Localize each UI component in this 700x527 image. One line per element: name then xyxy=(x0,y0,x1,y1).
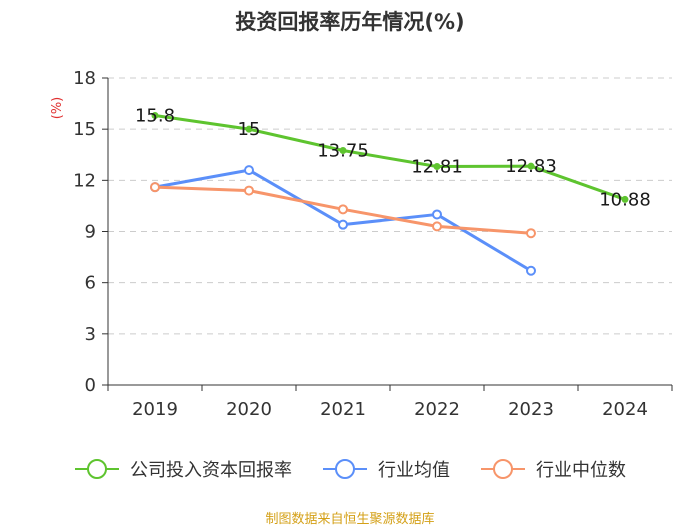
x-tick-label: 2024 xyxy=(602,399,648,420)
y-axis-label: (%) xyxy=(50,97,65,120)
data-label: 13.75 xyxy=(317,140,369,161)
data-point xyxy=(527,162,535,170)
legend-item[interactable]: 行业中位数 xyxy=(480,456,626,482)
data-point xyxy=(244,185,254,196)
legend-marker-icon xyxy=(481,459,525,479)
data-point xyxy=(245,125,253,133)
y-tick-label: 3 xyxy=(85,324,96,345)
y-tick-label: 0 xyxy=(85,375,96,396)
legend-item[interactable]: 行业均值 xyxy=(322,456,450,482)
x-tick-label: 2020 xyxy=(226,399,272,420)
data-point xyxy=(338,219,348,230)
chart-title: 投资回报率历年情况(%) xyxy=(235,10,465,34)
x-tick-label: 2023 xyxy=(508,399,554,420)
x-tick-label: 2021 xyxy=(320,399,366,420)
data-point xyxy=(526,228,536,239)
y-tick-label: 9 xyxy=(85,222,96,243)
x-tick-label: 2019 xyxy=(132,399,178,420)
data-point xyxy=(151,112,159,120)
data-label: 12.81 xyxy=(411,157,463,178)
legend-marker-icon xyxy=(323,459,367,479)
legend-marker-icon xyxy=(75,459,119,479)
series-line xyxy=(153,114,627,201)
data-label: 15.8 xyxy=(135,106,175,127)
source-note: 制图数据来自恒生聚源数据库 xyxy=(265,512,435,527)
y-tick-label: 18 xyxy=(73,68,96,89)
legend: 公司投入资本回报率 行业均值 行业中位数 xyxy=(0,452,700,486)
data-label: 12.83 xyxy=(505,156,557,177)
data-point xyxy=(150,182,160,193)
data-point xyxy=(621,195,629,203)
data-point xyxy=(432,209,442,220)
legend-label: 行业中位数 xyxy=(536,460,626,481)
legend-label: 行业均值 xyxy=(378,460,450,481)
legend-label: 公司投入资本回报率 xyxy=(130,460,292,481)
y-tick-label: 12 xyxy=(73,170,96,191)
y-tick-label: 6 xyxy=(85,273,96,294)
data-point xyxy=(433,163,441,171)
data-point xyxy=(244,165,254,176)
legend-item[interactable]: 公司投入资本回报率 xyxy=(74,456,292,482)
data-point xyxy=(432,221,442,232)
y-tick-label: 15 xyxy=(73,119,96,140)
data-point xyxy=(339,146,347,154)
data-point xyxy=(338,204,348,215)
x-tick-label: 2022 xyxy=(414,399,460,420)
data-label: 15 xyxy=(238,119,261,140)
data-label: 10.88 xyxy=(599,189,651,210)
data-point xyxy=(526,265,536,276)
